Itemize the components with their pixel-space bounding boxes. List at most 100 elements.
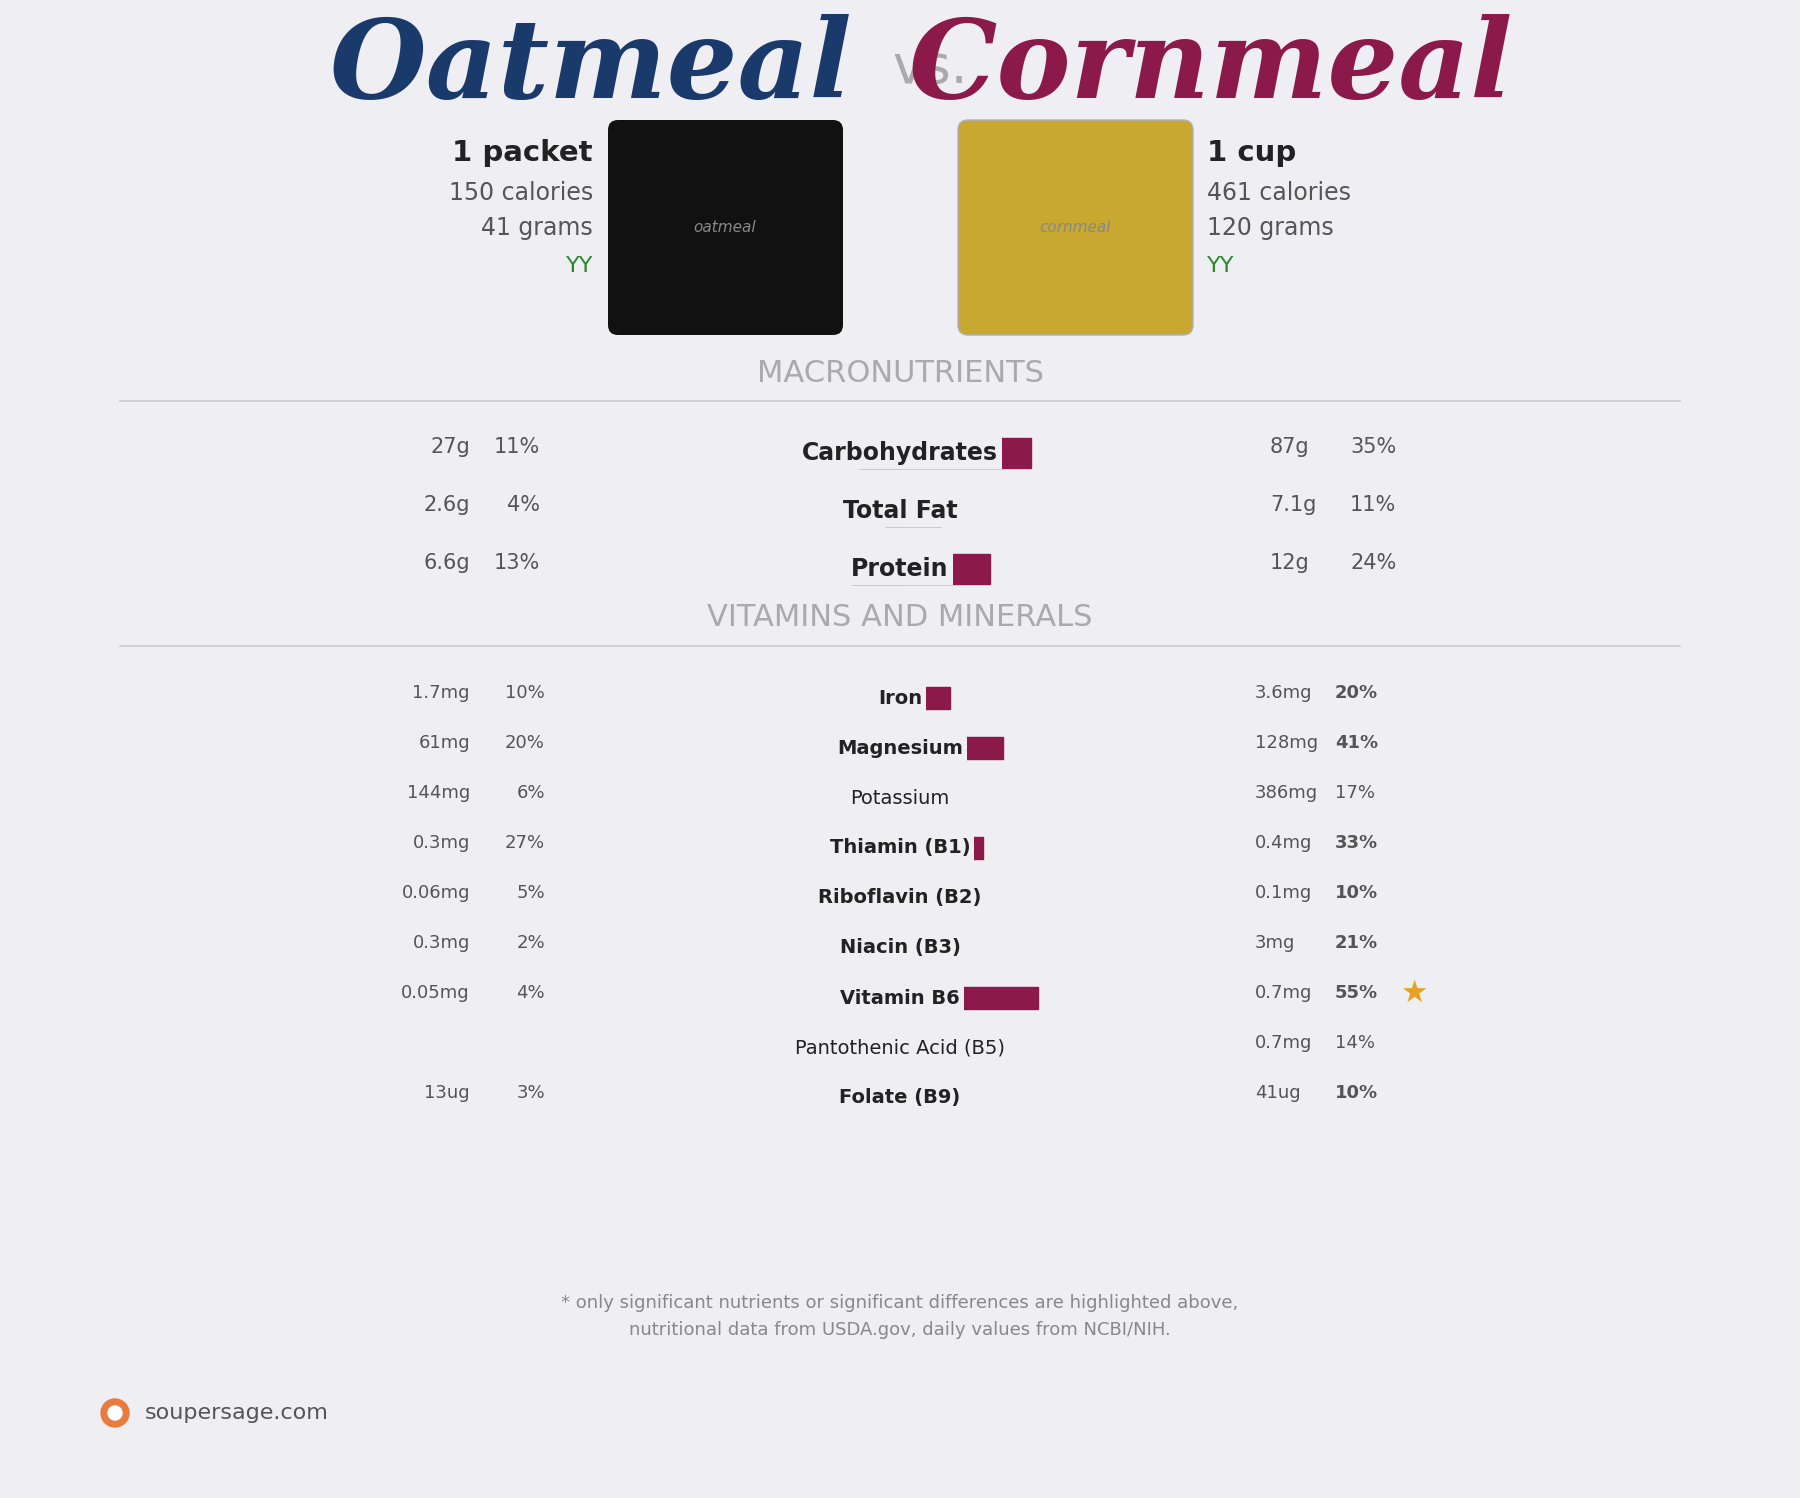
Bar (886, 496, 900, 526)
Text: MACRONUTRIENTS: MACRONUTRIENTS (756, 358, 1044, 388)
Bar (900, 1037, 934, 1059)
Text: Cornmeal: Cornmeal (907, 15, 1512, 121)
Text: 20%: 20% (506, 734, 545, 752)
Bar (900, 1088, 925, 1109)
Bar (900, 688, 950, 709)
Bar (900, 737, 1003, 759)
Bar (859, 437, 900, 467)
Text: 0.3mg: 0.3mg (412, 933, 470, 953)
Text: 386mg: 386mg (1255, 783, 1318, 801)
Text: * only significant nutrients or significant differences are highlighted above,: * only significant nutrients or signific… (562, 1294, 1238, 1312)
Text: 10%: 10% (506, 685, 545, 703)
Bar (900, 938, 952, 959)
Bar (900, 987, 1037, 1010)
Text: 0.4mg: 0.4mg (1255, 834, 1312, 852)
Text: nutritional data from USDA.gov, daily values from NCBI/NIH.: nutritional data from USDA.gov, daily va… (630, 1321, 1170, 1339)
Circle shape (108, 1407, 122, 1420)
Text: Folate (B9): Folate (B9) (839, 1089, 961, 1107)
Bar (889, 987, 900, 1010)
Text: 4%: 4% (517, 984, 545, 1002)
Text: 0.06mg: 0.06mg (401, 884, 470, 902)
Text: 1 cup: 1 cup (1208, 139, 1296, 166)
Bar (900, 496, 941, 526)
Bar (886, 786, 900, 809)
Text: 120 grams: 120 grams (1208, 216, 1334, 240)
Text: Iron: Iron (878, 689, 922, 707)
Text: Pantothenic Acid (B5): Pantothenic Acid (B5) (796, 1038, 1004, 1058)
Text: 41ug: 41ug (1255, 1085, 1301, 1103)
Text: Protein: Protein (851, 557, 949, 581)
Bar (900, 554, 990, 584)
Text: 4%: 4% (508, 494, 540, 515)
Text: oatmeal: oatmeal (693, 220, 756, 235)
Text: Oatmeal: Oatmeal (329, 15, 851, 121)
Text: 1 packet: 1 packet (452, 139, 592, 166)
Text: 0.3mg: 0.3mg (412, 834, 470, 852)
Text: 55%: 55% (1336, 984, 1379, 1002)
Text: 14%: 14% (1336, 1034, 1375, 1052)
Text: 7.1g: 7.1g (1271, 494, 1316, 515)
Bar (851, 554, 900, 584)
Text: 13%: 13% (493, 553, 540, 574)
Text: Riboflavin (B2): Riboflavin (B2) (819, 888, 981, 908)
Text: 61mg: 61mg (418, 734, 470, 752)
Bar (900, 786, 943, 809)
Text: Magnesium: Magnesium (837, 739, 963, 758)
Text: ★: ★ (1400, 978, 1427, 1008)
Text: 6.6g: 6.6g (423, 553, 470, 574)
Text: Niacin (B3): Niacin (B3) (839, 939, 961, 957)
Text: 2.6g: 2.6g (423, 494, 470, 515)
Text: 11%: 11% (1350, 494, 1397, 515)
Text: VITAMINS AND MINERALS: VITAMINS AND MINERALS (707, 604, 1093, 632)
Text: Total Fat: Total Fat (842, 499, 958, 523)
Text: 0.7mg: 0.7mg (1255, 1034, 1312, 1052)
Text: 128mg: 128mg (1255, 734, 1318, 752)
FancyBboxPatch shape (608, 120, 842, 336)
Bar (895, 938, 900, 959)
Text: 3.6mg: 3.6mg (1255, 685, 1312, 703)
Text: YY: YY (1208, 256, 1235, 276)
Bar (832, 837, 900, 858)
Text: 144mg: 144mg (407, 783, 470, 801)
Text: 33%: 33% (1336, 834, 1379, 852)
Text: 1.7mg: 1.7mg (412, 685, 470, 703)
Text: 27%: 27% (504, 834, 545, 852)
Text: 10%: 10% (1336, 1085, 1379, 1103)
Text: 0.05mg: 0.05mg (401, 984, 470, 1002)
Text: Carbohydrates: Carbohydrates (803, 440, 997, 464)
Text: 20%: 20% (1336, 685, 1379, 703)
Bar (900, 437, 1031, 467)
Text: 6%: 6% (517, 783, 545, 801)
Text: 10%: 10% (1336, 884, 1379, 902)
Text: 150 calories: 150 calories (448, 181, 592, 205)
Text: 461 calories: 461 calories (1208, 181, 1352, 205)
Bar (893, 1088, 900, 1109)
Text: vs.: vs. (893, 42, 968, 94)
Text: 13ug: 13ug (425, 1085, 470, 1103)
Circle shape (101, 1399, 130, 1428)
Text: Vitamin B6: Vitamin B6 (841, 989, 959, 1008)
Text: 17%: 17% (1336, 783, 1375, 801)
Text: 87g: 87g (1271, 437, 1310, 457)
Text: 41 grams: 41 grams (481, 216, 592, 240)
Text: Potassium: Potassium (850, 788, 950, 807)
Bar (887, 887, 900, 909)
Text: 3mg: 3mg (1255, 933, 1296, 953)
Text: soupersage.com: soupersage.com (146, 1404, 329, 1423)
Text: 24%: 24% (1350, 553, 1397, 574)
Bar (850, 737, 900, 759)
Text: 35%: 35% (1350, 437, 1397, 457)
Text: 2%: 2% (517, 933, 545, 953)
Text: 27g: 27g (430, 437, 470, 457)
Bar (900, 887, 925, 909)
Bar (875, 688, 900, 709)
Text: cornmeal: cornmeal (1039, 220, 1111, 235)
Text: 41%: 41% (1336, 734, 1379, 752)
Text: YY: YY (565, 256, 592, 276)
Text: 11%: 11% (493, 437, 540, 457)
Text: 5%: 5% (517, 884, 545, 902)
Text: 0.7mg: 0.7mg (1255, 984, 1312, 1002)
Text: 0.1mg: 0.1mg (1255, 884, 1312, 902)
Text: 12g: 12g (1271, 553, 1310, 574)
Text: 21%: 21% (1336, 933, 1379, 953)
